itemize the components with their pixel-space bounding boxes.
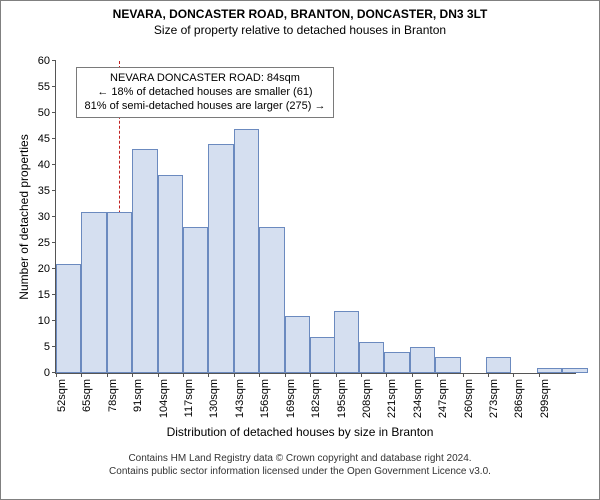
y-tick-label: 60 (38, 55, 50, 67)
histogram-bar (132, 149, 157, 373)
y-tick (52, 138, 56, 139)
y-tick-label: 50 (38, 107, 50, 119)
x-tick-label: 169sqm (285, 379, 297, 418)
y-tick (52, 86, 56, 87)
histogram-bar (107, 212, 132, 373)
x-tick (158, 373, 159, 377)
x-tick-label: 221sqm (386, 379, 398, 418)
x-tick-label: 208sqm (361, 379, 373, 418)
y-tick-label: 10 (38, 315, 50, 327)
histogram-bar (310, 337, 335, 373)
y-tick (52, 190, 56, 191)
y-axis-label: Number of detached properties (17, 61, 31, 373)
histogram-bar (259, 227, 284, 373)
histogram-bar (334, 311, 359, 373)
x-tick (183, 373, 184, 377)
histogram-bar (56, 264, 81, 373)
x-tick (412, 373, 413, 377)
histogram-bar (359, 342, 384, 373)
y-tick-label: 45 (38, 133, 50, 145)
y-tick (52, 164, 56, 165)
x-tick-label: 156sqm (259, 379, 271, 418)
histogram-bar (234, 129, 259, 373)
footer-line: Contains public sector information licen… (1, 466, 599, 479)
figure: NEVARA, DONCASTER ROAD, BRANTON, DONCAST… (0, 0, 600, 500)
x-tick (361, 373, 362, 377)
x-tick (208, 373, 209, 377)
x-tick-label: 143sqm (234, 379, 246, 418)
annotation-box: NEVARA DONCASTER ROAD: 84sqm← 18% of det… (76, 67, 335, 118)
y-tick-label: 35 (38, 185, 50, 197)
plot-area: NEVARA DONCASTER ROAD: 84sqm← 18% of det… (55, 61, 576, 374)
histogram-bar (81, 212, 106, 373)
histogram-bar (183, 227, 208, 373)
histogram-bar (435, 357, 460, 373)
y-tick-label: 5 (44, 341, 50, 353)
x-tick-label: 91sqm (132, 379, 144, 412)
x-tick (285, 373, 286, 377)
chart-subtitle: Size of property relative to detached ho… (1, 23, 599, 37)
histogram-bar (562, 368, 587, 373)
x-tick (463, 373, 464, 377)
x-tick (539, 373, 540, 377)
x-tick (56, 373, 57, 377)
y-tick-label: 0 (44, 367, 50, 379)
x-tick-label: 234sqm (412, 379, 424, 418)
y-tick-label: 25 (38, 237, 50, 249)
x-tick-label: 52sqm (56, 379, 68, 412)
annotation-line: NEVARA DONCASTER ROAD: 84sqm (85, 72, 326, 86)
footer-line: Contains HM Land Registry data © Crown c… (1, 453, 599, 466)
x-tick (132, 373, 133, 377)
x-tick-label: 299sqm (539, 379, 551, 418)
x-tick-label: 195sqm (336, 379, 348, 418)
chart-title: NEVARA, DONCASTER ROAD, BRANTON, DONCAST… (1, 7, 599, 21)
y-tick-label: 30 (38, 211, 50, 223)
y-tick (52, 60, 56, 61)
x-tick (234, 373, 235, 377)
x-tick (513, 373, 514, 377)
histogram-bar (208, 144, 233, 373)
x-tick-label: 260sqm (463, 379, 475, 418)
histogram-bar (285, 316, 310, 373)
x-tick (107, 373, 108, 377)
x-tick (437, 373, 438, 377)
x-tick (259, 373, 260, 377)
y-tick-label: 40 (38, 159, 50, 171)
x-tick (81, 373, 82, 377)
histogram-bar (158, 175, 183, 373)
x-tick-label: 247sqm (437, 379, 449, 418)
x-tick (386, 373, 387, 377)
y-tick (52, 242, 56, 243)
x-tick-label: 130sqm (208, 379, 220, 418)
x-axis-label: Distribution of detached houses by size … (1, 425, 599, 439)
annotation-line: ← 18% of detached houses are smaller (61… (85, 86, 326, 100)
annotation-line: 81% of semi-detached houses are larger (… (85, 100, 326, 114)
x-tick-label: 286sqm (513, 379, 525, 418)
x-tick-label: 104sqm (158, 379, 170, 418)
x-tick (336, 373, 337, 377)
x-tick-label: 65sqm (81, 379, 93, 412)
x-tick (488, 373, 489, 377)
y-tick-label: 15 (38, 289, 50, 301)
histogram-bar (486, 357, 511, 373)
attribution-footer: Contains HM Land Registry data © Crown c… (1, 453, 599, 499)
y-tick-label: 20 (38, 263, 50, 275)
histogram-bar (384, 352, 409, 373)
x-tick-label: 182sqm (310, 379, 322, 418)
histogram-bar (410, 347, 435, 373)
y-tick (52, 112, 56, 113)
histogram-bar (537, 368, 562, 373)
x-tick-label: 273sqm (488, 379, 500, 418)
x-tick-label: 78sqm (107, 379, 119, 412)
x-tick (310, 373, 311, 377)
y-tick (52, 216, 56, 217)
x-tick-label: 117sqm (183, 379, 195, 417)
y-tick-label: 55 (38, 81, 50, 93)
